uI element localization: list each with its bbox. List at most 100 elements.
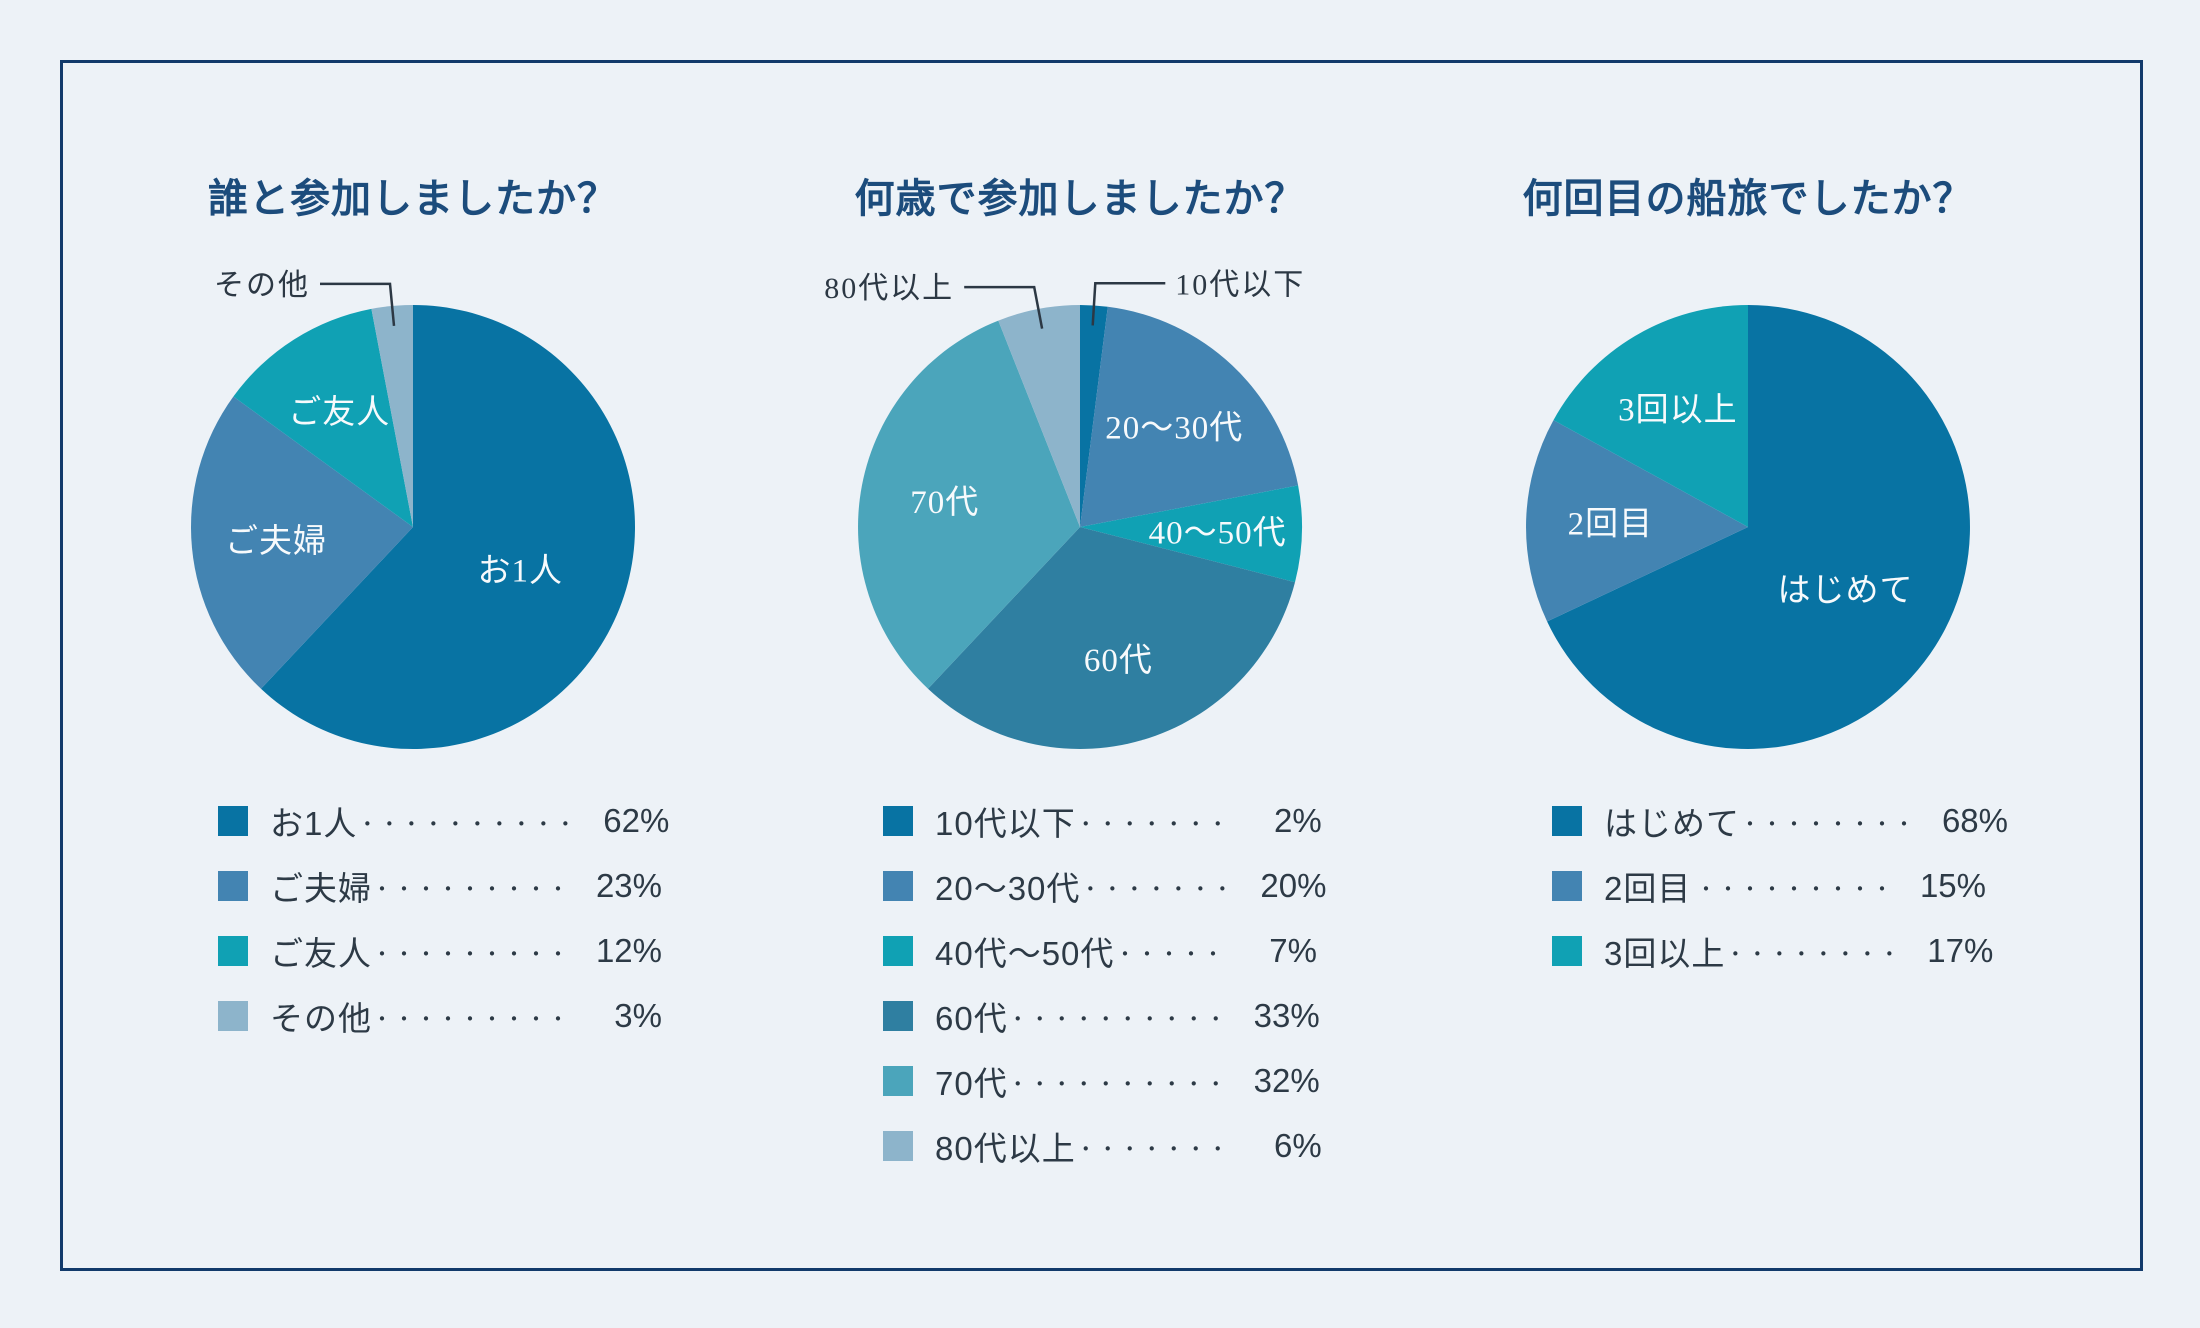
slice-label-60代: 60代: [1084, 643, 1153, 679]
legend-row-40代〜50代: 40代〜50代 ・・・・・ 7%: [883, 930, 1317, 972]
legend-label: 70代: [935, 1065, 1008, 1102]
legend-swatch: [218, 806, 248, 836]
legend-times: はじめて ・・・・・・・・ 68% 2回目 ・・・・・・・・・ 15% 3回以上 ・・・・・・…: [1552, 800, 2008, 995]
pie-slice-はじめて: [1547, 305, 1970, 749]
legend-percent: 23%: [595, 867, 662, 904]
legend-row-70代: 70代 ・・・・・・・・・・ 32%: [883, 1060, 1320, 1102]
legend-percent: 20%: [1260, 867, 1327, 904]
pie-chart-companion: お1人 ご夫婦 ご友人 その他: [190, 269, 636, 749]
legend-percent: 2%: [1274, 802, 1322, 839]
legend-row-2回目: 2回目 ・・・・・・・・・ 15%: [1552, 865, 1986, 907]
callout-leader-line-その他: [320, 282, 396, 327]
legend-row-20〜30代: 20〜30代 ・・・・・・・ 20%: [883, 865, 1326, 907]
legend-dot-leader: ・・・・・・・・・: [372, 878, 570, 901]
legend-label: 60代: [935, 1000, 1008, 1037]
pie-chart-times: はじめて 2回目 3回以上: [1526, 305, 1970, 749]
slice-label-40代〜50代: 40〜50代: [1149, 515, 1287, 551]
slice-label-ご友人: ご友人: [288, 394, 390, 431]
pie-slice-70代: [858, 320, 1080, 689]
legend-label: 20〜30代: [935, 870, 1081, 907]
legend-swatch: [883, 871, 913, 901]
legend-row-10代以下: 10代以下 ・・・・・・・ 2%: [883, 800, 1322, 842]
slice-label-ご夫婦: ご夫婦: [225, 523, 327, 560]
legend-dot-leader: ・・・・・・・・・・: [1007, 1073, 1228, 1096]
slice-label-70代: 70代: [910, 485, 979, 521]
legend-swatch: [1552, 871, 1582, 901]
legend-label: 10代以下: [935, 805, 1076, 842]
pie-chart-age: 10代以下 20〜30代 40〜50代 60代 70代 80代以上: [824, 268, 1305, 749]
legend-row-80代以上: 80代以上 ・・・・・・・ 6%: [883, 1125, 1322, 1167]
legend-percent: 6%: [1274, 1127, 1322, 1164]
legend-label: お1人: [270, 805, 358, 842]
legend-label: その他: [270, 1000, 372, 1037]
legend-swatch: [1552, 936, 1582, 966]
legend-swatch: [883, 1131, 913, 1161]
legend-row-60代: 60代 ・・・・・・・・・・ 33%: [883, 995, 1320, 1037]
legend-swatch: [883, 936, 913, 966]
legend-dot-leader: ・・・・・・・・・: [1696, 878, 1894, 901]
legend-dot-leader: ・・・・・: [1115, 943, 1225, 966]
pie-slice-80代以上: [998, 305, 1080, 527]
legend-dot-leader: ・・・・・・・・・・: [1007, 1008, 1228, 1031]
legend-percent: 17%: [1927, 932, 1994, 969]
legend-label: ご友人: [270, 935, 372, 972]
pie-slice-40代〜50代: [1080, 485, 1303, 583]
chart-title-companion: 誰と参加しましたか？: [208, 176, 618, 221]
legend-dot-leader: ・・・・・・・・・・: [357, 813, 578, 836]
legend-swatch: [883, 806, 913, 836]
slice-label-3回以上: 3回以上: [1618, 393, 1738, 429]
legend-percent: 33%: [1253, 997, 1320, 1034]
pie-slice-ご友人: [233, 308, 413, 527]
slice-label-はじめて: はじめて: [1778, 573, 1914, 609]
legend-percent: 15%: [1919, 867, 1986, 904]
pie-slice-2回目: [1526, 420, 1748, 622]
legend-percent: 68%: [1941, 802, 2008, 839]
pie-slice-20〜30代: [1080, 306, 1299, 527]
legend-row-ご友人: ご友人 ・・・・・・・・・ 12%: [218, 930, 662, 972]
callout-label-80代以上: 80代以上: [824, 272, 954, 305]
legend-percent: 7%: [1269, 932, 1317, 969]
legend-swatch: [883, 1066, 913, 1096]
slice-label-お1人: お1人: [478, 554, 564, 590]
legend-companion: お1人 ・・・・・・・・・・ 62% ご夫婦 ・・・・・・・・・ 23% ご友人 ・・・・・・…: [218, 800, 669, 1060]
legend-row-3回以上: 3回以上 ・・・・・・・・ 17%: [1552, 930, 1993, 972]
legend-label: 40代〜50代: [935, 935, 1115, 972]
legend-dot-leader: ・・・・・・・: [1080, 878, 1235, 901]
legend-row-はじめて: はじめて ・・・・・・・・ 68%: [1552, 800, 2008, 842]
legend-label: 2回目: [1604, 870, 1692, 907]
legend-dot-leader: ・・・・・・・・・: [372, 1008, 570, 1031]
legend-label: ご夫婦: [270, 870, 372, 907]
legend-label: 3回以上: [1604, 935, 1726, 972]
legend-percent: 32%: [1253, 1062, 1320, 1099]
pie-slice-10代以下: [1080, 305, 1108, 527]
legend-swatch: [218, 1001, 248, 1031]
legend-swatch: [218, 936, 248, 966]
legend-label: 80代以上: [935, 1130, 1076, 1167]
legend-percent: 12%: [595, 932, 662, 969]
legend-row-その他: その他 ・・・・・・・・・ 3%: [218, 995, 662, 1037]
outer-border-frame: [60, 60, 2143, 1271]
callout-label-10代以下: 10代以下: [1175, 268, 1305, 301]
pie-slice-60代: [928, 527, 1295, 749]
legend-swatch: [218, 871, 248, 901]
callout-leader-line-10代以下: [1091, 282, 1166, 326]
legend-dot-leader: ・・・・・・・: [1075, 1138, 1230, 1161]
legend-dot-leader: ・・・・・・・・: [1725, 943, 1902, 966]
legend-swatch: [883, 1001, 913, 1031]
legend-percent: 62%: [603, 802, 670, 839]
pie-slice-お1人: [261, 305, 636, 749]
legend-swatch: [1552, 806, 1582, 836]
legend-age: 10代以下 ・・・・・・・ 2% 20〜30代 ・・・・・・・ 20% 40代〜50代 ・・・…: [883, 800, 1326, 1190]
callout-label-その他: その他: [214, 269, 310, 302]
pie-slice-その他: [371, 304, 413, 527]
legend-dot-leader: ・・・・・・・・: [1740, 813, 1916, 836]
pie-slice-3回以上: [1553, 305, 1748, 527]
legend-label: はじめて: [1604, 805, 1740, 842]
chart-title-age: 何歳で参加しましたか？: [854, 176, 1306, 221]
legend-dot-leader: ・・・・・・・・・: [372, 943, 570, 966]
slice-label-20〜30代: 20〜30代: [1105, 411, 1243, 447]
slice-label-2回目: 2回目: [1568, 507, 1654, 543]
legend-dot-leader: ・・・・・・・: [1075, 813, 1230, 836]
legend-row-お1人: お1人 ・・・・・・・・・・ 62%: [218, 800, 669, 842]
chart-title-times: 何回目の船旅でしたか？: [1522, 176, 1974, 221]
